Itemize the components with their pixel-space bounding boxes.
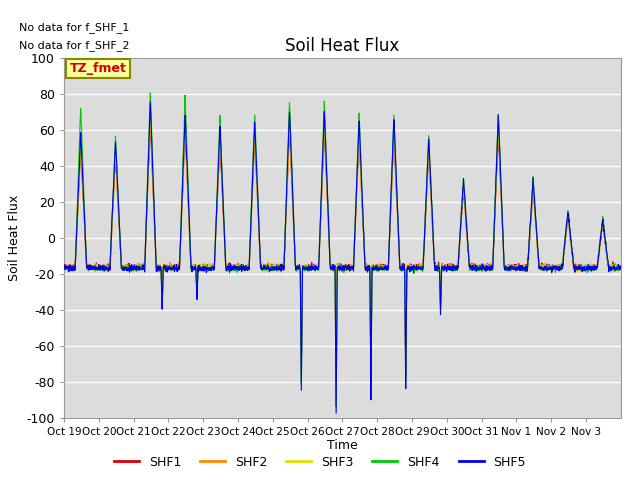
Title: Soil Heat Flux: Soil Heat Flux — [285, 36, 399, 55]
X-axis label: Time: Time — [327, 439, 358, 453]
Y-axis label: Soil Heat Flux: Soil Heat Flux — [8, 194, 21, 281]
Legend: SHF1, SHF2, SHF3, SHF4, SHF5: SHF1, SHF2, SHF3, SHF4, SHF5 — [109, 451, 531, 474]
Text: No data for f_SHF_2: No data for f_SHF_2 — [19, 40, 130, 50]
Text: No data for f_SHF_1: No data for f_SHF_1 — [19, 22, 130, 33]
Text: TZ_fmet: TZ_fmet — [70, 62, 127, 75]
